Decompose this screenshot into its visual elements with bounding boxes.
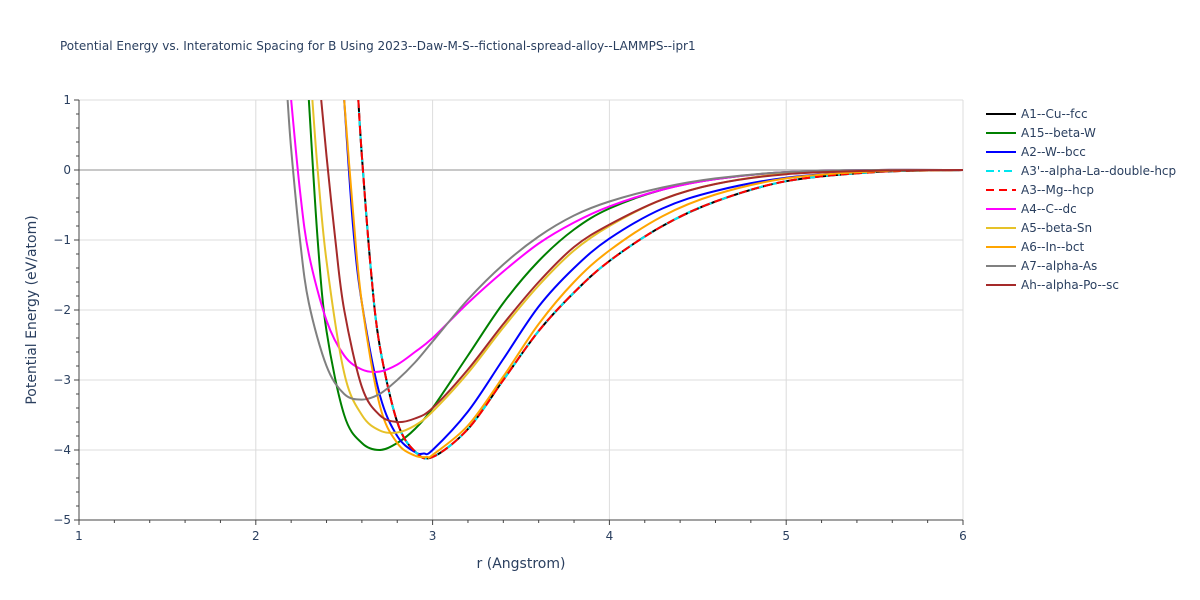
x-axis-label: r (Angstrom) (477, 556, 566, 572)
x-tick-label: 2 (252, 529, 260, 543)
legend-label: A2--W--bcc (1021, 145, 1086, 159)
legend-label: A5--beta-Sn (1021, 221, 1092, 235)
series-line-4[interactable] (357, 100, 963, 460)
y-tick-label: −2 (53, 303, 71, 317)
x-tick-label: 3 (429, 529, 437, 543)
y-tick-label: −1 (53, 233, 71, 247)
y-tick-label: −5 (53, 513, 71, 527)
legend-item-5[interactable]: A4--C--dc (986, 202, 1077, 216)
series-line-6[interactable] (311, 100, 963, 434)
y-tick-label: 0 (63, 163, 71, 177)
legend-label: A15--beta-W (1021, 126, 1096, 140)
grid (79, 99, 964, 520)
series-line-9[interactable] (320, 100, 963, 424)
y-axis-label: Potential Energy (eV/atom) (24, 215, 40, 404)
y-tick-label: 1 (63, 93, 71, 107)
legend-item-2[interactable]: A2--W--bcc (986, 145, 1086, 159)
series-line-3[interactable] (357, 100, 963, 460)
legend-item-9[interactable]: Ah--alpha-Po--sc (986, 278, 1119, 292)
legend-item-1[interactable]: A15--beta-W (986, 126, 1096, 140)
legend-item-3[interactable]: A3'--alpha-La--double-hcp (986, 164, 1176, 178)
legend-label: A1--Cu--fcc (1021, 107, 1088, 121)
legend-label: A3'--alpha-La--double-hcp (1021, 164, 1176, 178)
y-tick-label: −3 (53, 373, 71, 387)
legend-item-8[interactable]: A7--alpha-As (986, 259, 1097, 273)
legend-item-6[interactable]: A5--beta-Sn (986, 221, 1092, 235)
legend-item-7[interactable]: A6--In--bct (986, 240, 1085, 254)
legend-label: A7--alpha-As (1021, 259, 1097, 273)
series-line-7[interactable] (343, 100, 963, 459)
tick-labels: 1 2 3 4 5 6 1 0 −1 −2 −3 −4 −5 (53, 93, 967, 543)
legend[interactable]: A1--Cu--fcc A15--beta-W A2--W--bcc A3'--alp… (986, 107, 1176, 292)
legend-item-4[interactable]: A3--Mg--hcp (986, 183, 1094, 197)
series-line-0[interactable] (357, 100, 963, 460)
series-group (286, 100, 963, 460)
series-line-5[interactable] (290, 100, 963, 374)
series-line-1[interactable] (307, 100, 963, 452)
legend-label: A3--Mg--hcp (1021, 183, 1094, 197)
legend-label: A6--In--bct (1021, 240, 1085, 254)
axes (74, 99, 964, 525)
legend-item-0[interactable]: A1--Cu--fcc (986, 107, 1088, 121)
x-tick-label: 4 (606, 529, 614, 543)
series-line-8[interactable] (286, 100, 963, 401)
legend-label: A4--C--dc (1021, 202, 1077, 216)
x-tick-label: 1 (75, 529, 83, 543)
chart-title: Potential Energy vs. Interatomic Spacing… (60, 39, 696, 53)
legend-label: Ah--alpha-Po--sc (1021, 278, 1119, 292)
y-tick-label: −4 (53, 443, 71, 457)
x-tick-label: 5 (782, 529, 790, 543)
x-tick-label: 6 (959, 529, 967, 543)
